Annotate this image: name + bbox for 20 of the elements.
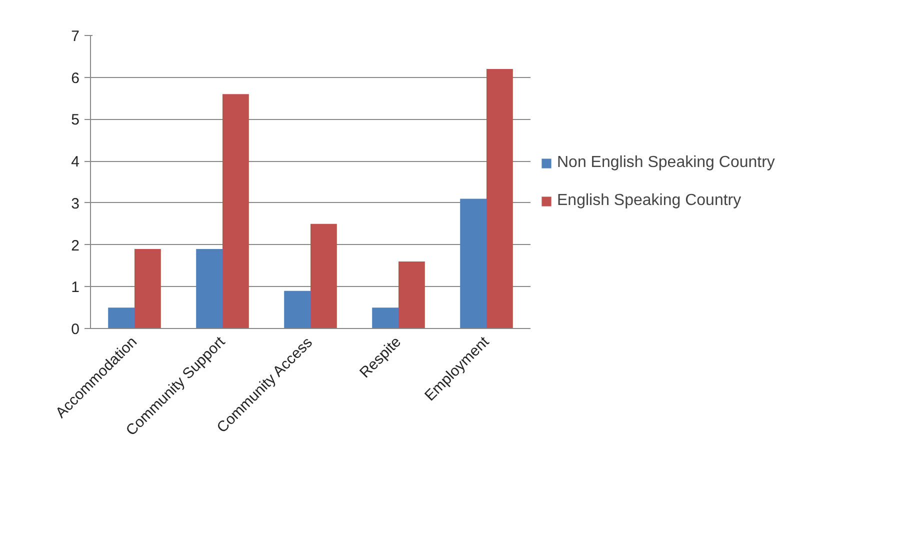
y-tick-label: 6	[71, 70, 80, 87]
bar	[310, 224, 337, 328]
bar	[196, 248, 222, 328]
bar	[460, 198, 486, 328]
bar	[108, 308, 134, 328]
y-tick-label: 2	[71, 237, 80, 254]
bar	[284, 290, 310, 328]
y-tick-label: 3	[71, 195, 80, 212]
y-tick-label: 5	[71, 112, 80, 129]
bar	[398, 262, 425, 328]
bar	[222, 94, 249, 328]
legend-label: English Speaking Country	[557, 192, 742, 210]
bar	[372, 308, 398, 328]
legend-label: Non English Speaking Country	[557, 154, 775, 172]
bar	[486, 68, 513, 328]
y-tick-label: 0	[71, 321, 80, 338]
y-tick-label: 4	[71, 154, 80, 171]
y-tick-label: 7	[71, 28, 80, 45]
bar	[134, 248, 161, 328]
y-tick-label: 1	[71, 279, 80, 296]
